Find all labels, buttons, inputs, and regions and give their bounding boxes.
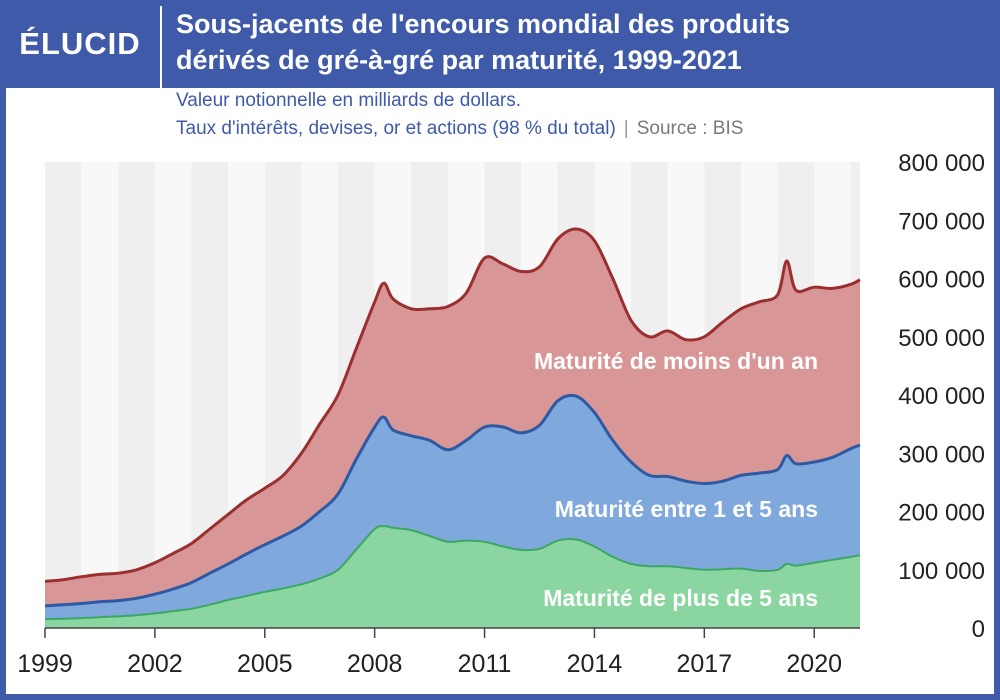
series-label-long: Maturité de plus de 5 ans (543, 585, 818, 611)
y-tick-label-6: 600 000 (898, 267, 985, 294)
subtitle-scope-text: Taux d'intérêts, devises, or et actions … (176, 118, 616, 139)
x-tick-label-2: 2005 (237, 650, 293, 678)
source-label: Source : BIS (636, 118, 744, 139)
chart-title: Sous-jacents de l'encours mondial des pr… (176, 6, 976, 78)
x-tick-label-6: 2017 (677, 650, 733, 678)
chart-title-line-1: Sous-jacents de l'encours mondial des pr… (176, 9, 791, 39)
elucid-logo: ÉLUCID (0, 0, 162, 88)
y-tick-label-7: 700 000 (898, 208, 985, 235)
y-tick-label-5: 500 000 (898, 325, 985, 352)
y-tick-label-8: 800 000 (898, 150, 985, 177)
x-tick-label-4: 2011 (458, 650, 512, 678)
subtitle-separator: | (623, 118, 629, 139)
x-tick-label-7: 2020 (786, 650, 842, 678)
subtitle-units: Valeur notionnelle en milliards de dolla… (176, 90, 522, 111)
area-long-maturity (45, 526, 860, 628)
y-tick-label-0: 0 (972, 616, 985, 643)
line-total (44, 227, 861, 583)
grid-band-2000 (81, 162, 119, 628)
y-tick-label-2: 200 000 (898, 500, 985, 527)
y-tick-label-1: 100 000 (898, 558, 985, 585)
x-tick-label-1: 2002 (127, 650, 183, 678)
chart-title-line-2: dérivés de gré-à-gré par maturité, 1999-… (176, 45, 742, 75)
subtitle-scope: Taux d'intérêts, devises, or et actions … (176, 118, 743, 140)
line-mid-top (44, 393, 861, 608)
line-long-top (44, 525, 861, 621)
x-tick-label-0: 1999 (17, 650, 73, 678)
y-tick-label-3: 300 000 (898, 441, 985, 468)
series-label-mid: Maturité entre 1 et 5 ans (555, 496, 818, 522)
x-tick-label-5: 2014 (567, 650, 623, 678)
header-bar: ÉLUCID Sous-jacents de l'encours mondial… (0, 0, 1000, 88)
y-tick-label-4: 400 000 (898, 383, 985, 410)
x-tick-label-3: 2008 (347, 650, 403, 678)
grid-band-1999 (45, 162, 82, 628)
series-label-short: Maturité de moins d'un an (534, 348, 818, 374)
grid-band-2001 (118, 162, 155, 628)
footer-url: www.elucid.media (879, 683, 960, 694)
